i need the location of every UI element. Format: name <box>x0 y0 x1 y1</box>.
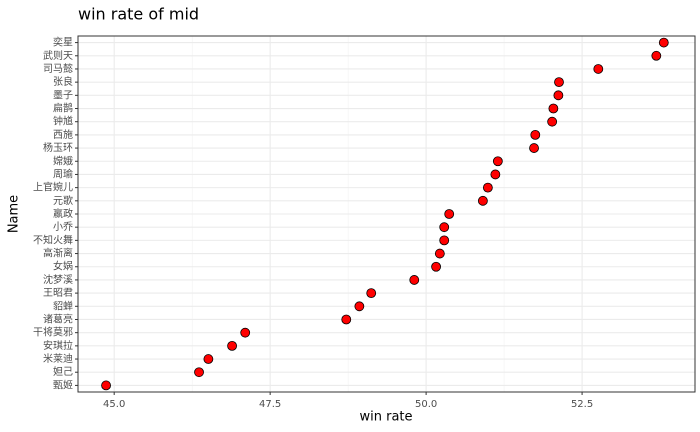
dot <box>366 288 377 299</box>
dot <box>529 143 539 153</box>
x-tick-label: 50.0 <box>415 399 437 410</box>
dot <box>490 169 501 180</box>
y-axis-title: Name <box>7 195 22 233</box>
y-tick-label: 嫦娥 <box>53 154 73 167</box>
y-tick-label: 王昭君 <box>43 287 73 299</box>
dot <box>227 340 237 351</box>
dot <box>194 367 204 378</box>
y-tick-label: 甄姬 <box>53 378 73 391</box>
y-tick-label: 嬴政 <box>53 207 73 220</box>
x-axis-title: win rate <box>359 410 412 425</box>
y-tick-label: 墨子 <box>53 89 73 101</box>
dot <box>439 222 450 233</box>
y-tick-label: 米莱迪 <box>43 352 73 365</box>
dot <box>651 50 662 61</box>
dot <box>341 314 352 325</box>
dot <box>354 301 365 312</box>
y-tick-label: 貂蝉 <box>53 299 73 312</box>
x-tick-label: 52.5 <box>571 399 593 410</box>
y-tick-label: 不知火舞 <box>33 233 73 246</box>
panel-border <box>77 35 696 393</box>
dot <box>409 275 420 285</box>
y-tick-label: 妲己 <box>53 365 73 378</box>
dot <box>548 103 559 114</box>
dot <box>482 182 493 193</box>
y-tick-label: 钟馗 <box>53 115 73 128</box>
x-tick-label: 47.5 <box>259 399 281 410</box>
y-tick-label: 上官婉儿 <box>33 181 73 194</box>
dot <box>593 64 604 74</box>
y-tick-label: 张良 <box>53 75 73 88</box>
y-tick-label: 沈梦溪 <box>43 273 73 286</box>
dot <box>658 37 669 48</box>
dot <box>439 235 450 246</box>
dot <box>240 327 251 338</box>
dot <box>553 90 564 101</box>
dot <box>492 156 503 167</box>
dot <box>530 129 541 140</box>
dot <box>547 116 558 127</box>
chart-title: win rate of mid <box>78 5 199 24</box>
dot <box>431 261 441 272</box>
y-tick-label: 高渐离 <box>43 247 73 260</box>
y-tick-label: 干将莫邪 <box>33 327 73 339</box>
y-tick-label: 安琪拉 <box>43 339 73 352</box>
y-tick-label: 武则天 <box>43 49 73 62</box>
x-tick-label: 45.0 <box>103 399 125 410</box>
y-tick-label: 扁鹊 <box>53 102 73 115</box>
dot <box>101 380 111 391</box>
y-tick-label: 诸葛亮 <box>43 312 73 325</box>
y-tick-label: 西施 <box>53 128 73 141</box>
dot <box>434 248 445 259</box>
y-tick-label: 女娲 <box>53 260 73 273</box>
y-tick-label: 周瑜 <box>53 167 73 180</box>
y-tick-label: 司马懿 <box>43 62 73 75</box>
dot <box>203 354 214 364</box>
dot <box>444 209 455 219</box>
y-tick-label: 奕星 <box>53 36 73 49</box>
y-tick-label: 杨玉环 <box>43 141 73 154</box>
y-tick-label: 元歌 <box>53 194 73 207</box>
dot <box>477 195 488 206</box>
y-tick-label: 小乔 <box>53 221 73 233</box>
dot <box>554 77 564 88</box>
